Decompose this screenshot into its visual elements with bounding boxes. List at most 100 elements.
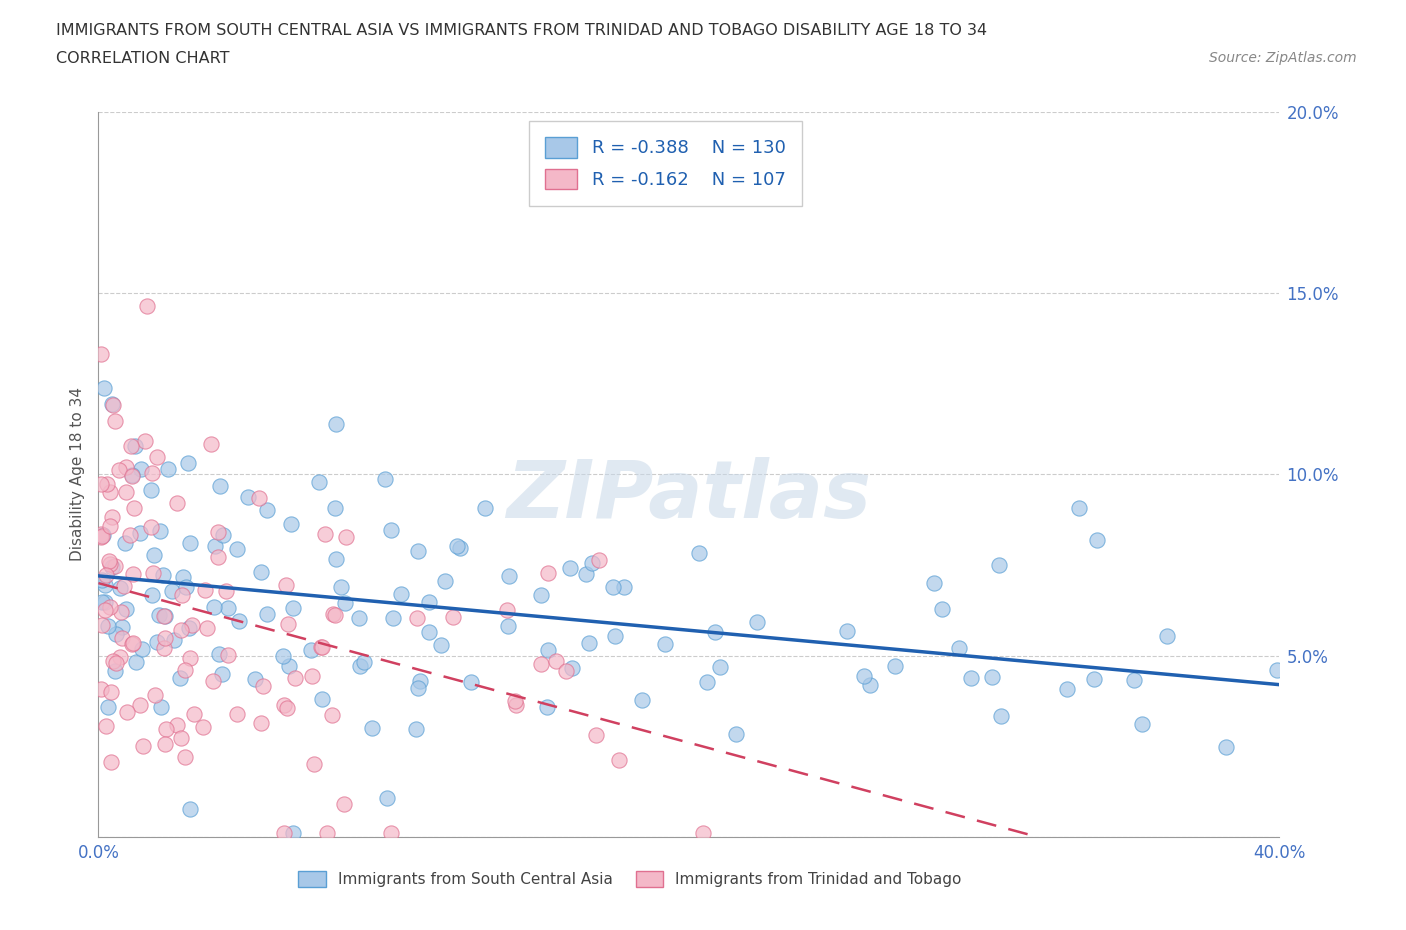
Point xyxy=(122,636,145,651)
Point xyxy=(208,647,231,662)
Point xyxy=(361,721,384,736)
Point xyxy=(555,663,578,678)
Point xyxy=(211,667,233,682)
Point xyxy=(157,462,180,477)
Point xyxy=(1056,682,1078,697)
Point xyxy=(382,611,405,626)
Point xyxy=(169,671,191,685)
Point xyxy=(98,518,121,533)
Text: ZIPatlas: ZIPatlas xyxy=(506,457,872,535)
Point xyxy=(505,698,527,712)
Point xyxy=(745,615,768,630)
Point xyxy=(153,609,176,624)
Point xyxy=(703,625,725,640)
Point xyxy=(207,525,229,539)
Point xyxy=(332,796,354,811)
Point xyxy=(149,524,172,538)
Point xyxy=(980,670,1002,684)
Point xyxy=(94,719,117,734)
Point xyxy=(96,568,118,583)
Point xyxy=(179,802,201,817)
Point xyxy=(141,520,163,535)
Point xyxy=(247,491,270,506)
Point xyxy=(207,550,229,565)
Point xyxy=(277,658,299,673)
Point xyxy=(91,527,114,542)
Point xyxy=(546,654,568,669)
Point xyxy=(990,709,1012,724)
Point xyxy=(602,579,624,594)
Point xyxy=(204,538,226,553)
Point xyxy=(575,566,598,581)
Point xyxy=(256,606,278,621)
Point xyxy=(98,554,121,569)
Point xyxy=(884,658,907,673)
Point xyxy=(96,476,118,491)
Point xyxy=(495,603,517,618)
Point xyxy=(108,581,131,596)
Point xyxy=(1067,500,1090,515)
Point xyxy=(852,669,875,684)
Point xyxy=(201,673,224,688)
Point xyxy=(1123,672,1146,687)
Point xyxy=(276,701,298,716)
Text: CORRELATION CHART: CORRELATION CHART xyxy=(56,51,229,66)
Point xyxy=(309,640,332,655)
Point xyxy=(150,699,173,714)
Point xyxy=(132,738,155,753)
Point xyxy=(724,726,747,741)
Point xyxy=(281,826,304,841)
Point xyxy=(152,568,174,583)
Point xyxy=(311,640,333,655)
Point xyxy=(146,635,169,650)
Point xyxy=(561,660,583,675)
Point xyxy=(146,449,169,464)
Point xyxy=(93,380,115,395)
Point xyxy=(498,618,520,633)
Point xyxy=(460,675,482,690)
Point xyxy=(308,474,330,489)
Point xyxy=(302,757,325,772)
Point xyxy=(131,642,153,657)
Point xyxy=(172,569,194,584)
Point xyxy=(104,663,127,678)
Point xyxy=(101,559,124,574)
Point xyxy=(1083,671,1105,686)
Point xyxy=(498,568,520,583)
Point xyxy=(299,642,322,657)
Point xyxy=(120,439,142,454)
Point xyxy=(134,434,156,449)
Point xyxy=(217,647,239,662)
Point xyxy=(125,655,148,670)
Point xyxy=(405,721,427,736)
Point xyxy=(177,621,200,636)
Point xyxy=(688,545,710,560)
Point xyxy=(142,565,165,580)
Point xyxy=(155,737,177,751)
Point xyxy=(1085,532,1108,547)
Point xyxy=(104,414,127,429)
Point xyxy=(110,604,132,619)
Point xyxy=(329,579,352,594)
Point xyxy=(100,684,122,699)
Point xyxy=(98,599,121,614)
Point xyxy=(208,478,231,493)
Point xyxy=(1156,629,1178,644)
Point xyxy=(94,603,117,618)
Point xyxy=(349,611,371,626)
Point xyxy=(97,699,120,714)
Point xyxy=(173,750,195,764)
Point xyxy=(110,650,132,665)
Point xyxy=(325,607,347,622)
Point xyxy=(408,674,430,689)
Point xyxy=(353,654,375,669)
Point xyxy=(91,573,114,588)
Point xyxy=(380,522,402,537)
Legend: Immigrants from South Central Asia, Immigrants from Trinidad and Tobago: Immigrants from South Central Asia, Immi… xyxy=(291,863,969,895)
Point xyxy=(136,299,159,313)
Point xyxy=(374,472,396,486)
Point xyxy=(335,529,357,544)
Point xyxy=(90,682,112,697)
Point xyxy=(654,637,676,652)
Point xyxy=(315,826,337,841)
